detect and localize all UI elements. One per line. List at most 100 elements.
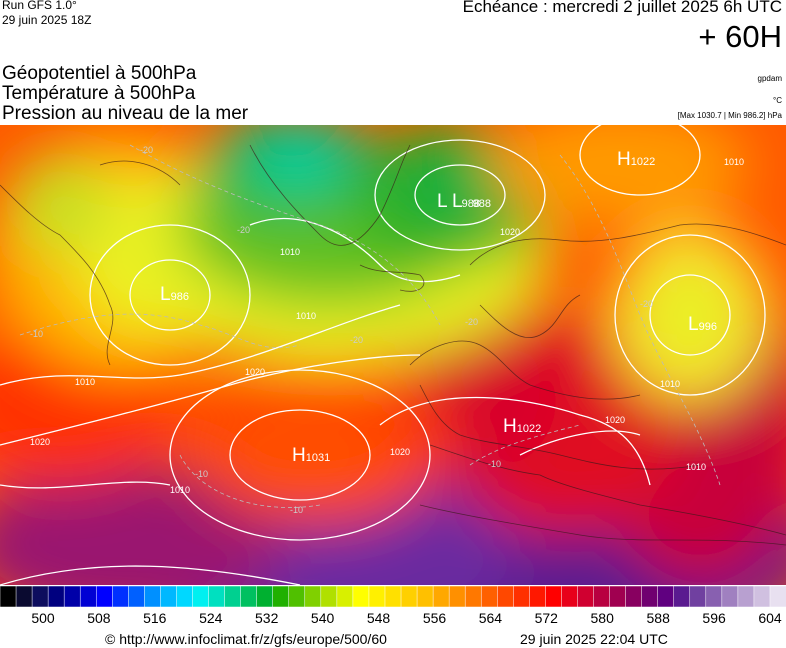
svg-text:1010: 1010 bbox=[280, 247, 300, 257]
colorbar-swatch bbox=[176, 586, 194, 607]
colorbar-swatch bbox=[47, 586, 65, 607]
source-url[interactable]: © http://www.infoclimat.fr/z/gfs/europe/… bbox=[105, 631, 387, 647]
svg-text:1010: 1010 bbox=[724, 157, 744, 167]
variable-geopotential: Géopotentiel à 500hPa bbox=[2, 63, 197, 84]
colorbar-tick-label: 604 bbox=[758, 610, 782, 626]
colorbar-swatch bbox=[561, 586, 579, 607]
colorbar-swatch bbox=[464, 586, 482, 607]
svg-text:-20: -20 bbox=[640, 299, 653, 309]
svg-text:-10: -10 bbox=[488, 459, 501, 469]
run-label: Run GFS 1.0° bbox=[2, 0, 77, 12]
colorbar-swatch bbox=[577, 586, 595, 607]
svg-text:-10: -10 bbox=[195, 469, 208, 479]
colorbar-swatch bbox=[432, 586, 450, 607]
colorbar-swatch bbox=[529, 586, 546, 607]
svg-text:1020: 1020 bbox=[30, 437, 50, 447]
colorbar-swatch bbox=[144, 586, 161, 607]
colorbar-tick-label: 588 bbox=[646, 610, 670, 626]
colorbar-swatch bbox=[384, 586, 402, 607]
colorbar-swatch bbox=[705, 586, 723, 607]
svg-text:1010: 1010 bbox=[660, 379, 680, 389]
colorbar-swatch bbox=[769, 586, 786, 607]
svg-text:-20: -20 bbox=[350, 335, 363, 345]
isobars bbox=[0, 125, 766, 585]
temperature-isotherms bbox=[19, 144, 721, 508]
colorbar-swatch bbox=[448, 586, 466, 607]
svg-text:1020: 1020 bbox=[605, 415, 625, 425]
colorbar-swatch bbox=[256, 586, 274, 607]
colorbar-swatch bbox=[352, 586, 370, 607]
colorbar-swatch bbox=[368, 586, 386, 607]
colorbar-swatch bbox=[224, 586, 242, 607]
colorbar-swatch bbox=[497, 586, 514, 607]
colorbar-swatch bbox=[31, 586, 49, 607]
svg-text:-20: -20 bbox=[140, 145, 153, 155]
colorbar-swatch bbox=[320, 586, 338, 607]
svg-text:1010: 1010 bbox=[75, 377, 95, 387]
colorbar-swatch bbox=[625, 586, 643, 607]
variable-temperature: Température à 500hPa bbox=[2, 83, 196, 104]
unit-celsius: °C bbox=[773, 96, 782, 105]
colorbar-tick-label: 532 bbox=[255, 610, 279, 626]
colorbar-swatch bbox=[721, 586, 739, 607]
colorbar-tick-label: 548 bbox=[366, 610, 391, 626]
colorbar-swatch bbox=[737, 586, 755, 607]
svg-text:1010: 1010 bbox=[296, 311, 316, 321]
colorbar-swatch bbox=[95, 586, 113, 607]
colorbar-swatch bbox=[112, 586, 129, 607]
geopotential-field bbox=[0, 125, 786, 585]
colorbar-swatch bbox=[609, 586, 627, 607]
colorbar-swatch bbox=[160, 586, 178, 607]
forecast-hour: + 60H bbox=[698, 19, 782, 54]
colorbar-swatch bbox=[128, 586, 145, 607]
colorbar-tick-label: 596 bbox=[702, 610, 726, 626]
colorbar-tick-label: 516 bbox=[143, 610, 167, 626]
colorbar bbox=[0, 586, 786, 607]
colorbar-swatch bbox=[0, 586, 17, 607]
colorbar-swatch bbox=[240, 586, 258, 607]
colorbar-swatch bbox=[689, 586, 707, 607]
svg-text:1010: 1010 bbox=[170, 485, 190, 495]
svg-text:-20: -20 bbox=[465, 317, 478, 327]
colorbar-swatch bbox=[513, 586, 530, 607]
svg-text:1020: 1020 bbox=[500, 227, 520, 237]
colorbar-swatch bbox=[15, 586, 33, 607]
pressure-centers: H1031 H1022 H1022 L986 L996 L 988 L 988 bbox=[160, 149, 717, 466]
svg-text:-20: -20 bbox=[237, 225, 250, 235]
colorbar-swatch bbox=[673, 586, 691, 607]
colorbar-tick-label: 524 bbox=[199, 610, 223, 626]
pressure-range: [Max 1030.7 | Min 986.2] hPa bbox=[677, 111, 782, 120]
colorbar-swatch bbox=[272, 586, 290, 607]
colorbar-swatch bbox=[753, 586, 771, 607]
forecast-map: H1031 H1022 H1022 L986 L996 L 988 L 988 10… bbox=[0, 125, 786, 585]
colorbar-tick-label: 500 bbox=[31, 610, 55, 626]
colorbar-swatch bbox=[416, 586, 434, 607]
variable-pressure: Pression au niveau de la mer bbox=[2, 103, 249, 124]
colorbar-swatch bbox=[304, 586, 322, 607]
colorbar-swatch bbox=[593, 586, 611, 607]
generated-time: 29 juin 2025 22:04 UTC bbox=[520, 631, 668, 647]
colorbar-swatch bbox=[480, 586, 498, 607]
colorbar-swatch bbox=[63, 586, 81, 607]
isobar-labels: 1010 1010 1010 1010 1010 1020 1020 1020 … bbox=[30, 157, 744, 495]
unit-gpdam: gpdam bbox=[757, 74, 782, 83]
svg-text:1020: 1020 bbox=[245, 367, 265, 377]
colorbar-swatch bbox=[208, 586, 226, 607]
svg-text:1020: 1020 bbox=[390, 447, 410, 457]
svg-text:-10: -10 bbox=[290, 505, 303, 515]
colorbar-tick-label: 564 bbox=[478, 610, 503, 626]
temperature-labels: -20 -20 -20 -20 -20 -10 -10 -10 -10 bbox=[30, 145, 653, 515]
colorbar-swatch bbox=[336, 586, 354, 607]
colorbar-swatch bbox=[288, 586, 306, 607]
colorbar-swatch bbox=[79, 586, 97, 607]
svg-text:-10: -10 bbox=[30, 329, 43, 339]
colorbar-tick-label: 540 bbox=[310, 610, 335, 626]
svg-text:1010: 1010 bbox=[686, 462, 706, 472]
colorbar-tick-label: 508 bbox=[87, 610, 111, 626]
colorbar-swatch bbox=[400, 586, 418, 607]
coastlines bbox=[0, 144, 786, 546]
colorbar-swatch bbox=[641, 586, 659, 607]
colorbar-swatch bbox=[657, 586, 675, 607]
colorbar-swatch bbox=[192, 586, 210, 607]
forecast-valid-time: Echéance : mercredi 2 juillet 2025 6h UT… bbox=[462, 0, 782, 16]
